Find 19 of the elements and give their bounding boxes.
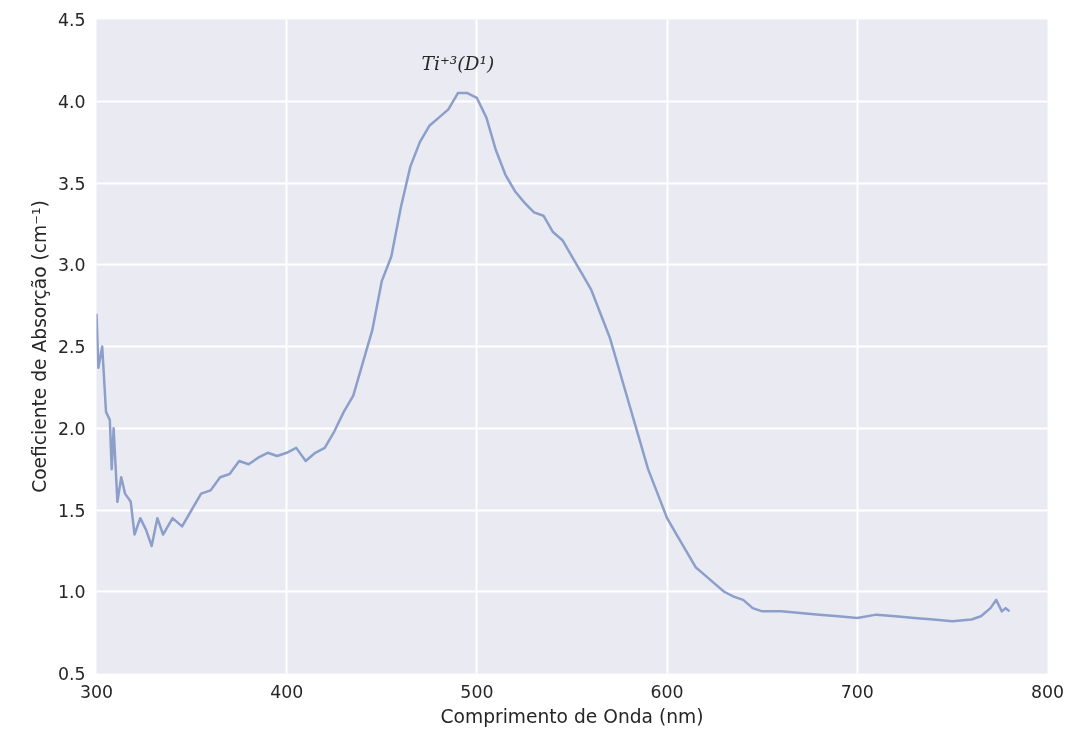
annotation: Ti⁺³(D¹) — [421, 52, 495, 74]
y-tick-label: 3.5 — [57, 173, 86, 194]
y-tick-label: 4.0 — [57, 91, 86, 112]
x-tick-label: 700 — [840, 681, 874, 702]
y-tick-label: 0.5 — [57, 664, 86, 684]
x-tick-label: 400 — [270, 681, 304, 702]
x-tick-label: 600 — [650, 681, 684, 702]
y-tick-label: 1.5 — [57, 500, 86, 521]
x-tick-label: 500 — [460, 681, 494, 702]
x-axis-title: Comprimento de Onda (nm) — [440, 705, 704, 727]
line-series — [96, 91, 1011, 623]
y-axis-title: Coeficiente de Absorção (cm⁻¹) — [28, 200, 50, 493]
y-tick-label: 2.5 — [57, 337, 86, 357]
y-tick-label: 1.0 — [57, 582, 86, 603]
y-tick-label: 4.5 — [57, 10, 86, 30]
x-tick-label: 300 — [79, 681, 114, 702]
x-tick-label: 800 — [1030, 681, 1065, 702]
y-tick-label: 3.0 — [57, 255, 86, 276]
y-tick-label: 2.0 — [57, 418, 86, 439]
